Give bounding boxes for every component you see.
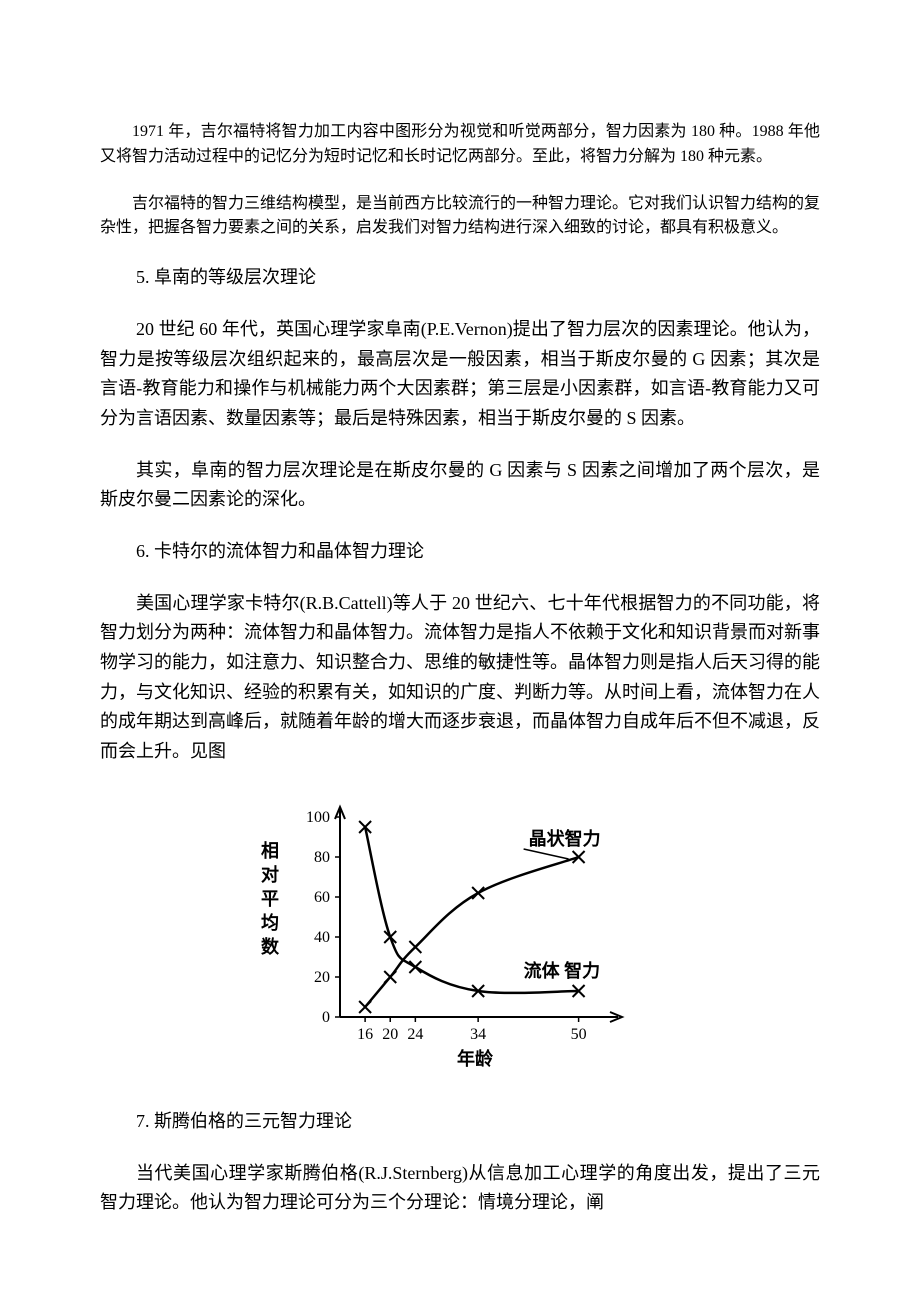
svg-text:50: 50: [571, 1026, 587, 1043]
intelligence-chart: 0 20 40 60 80 100 16 20 24 34 50 年龄 相对平均数 晶状智力流体 智力: [250, 797, 630, 1067]
paragraph-2: 吉尔福特的智力三维结构模型，是当前西方比较流行的一种智力理论。它对我们认识智力结…: [100, 192, 820, 242]
paragraph-5: 美国心理学家卡特尔(R.B.Cattell)等人于 20 世纪六、七十年代根据智…: [100, 589, 820, 767]
svg-text:16: 16: [357, 1026, 373, 1043]
svg-text:平: 平: [261, 889, 279, 909]
svg-text:数: 数: [261, 936, 280, 957]
svg-text:0: 0: [322, 1009, 330, 1026]
heading-6: 6. 卡特尔的流体智力和晶体智力理论: [100, 537, 820, 567]
svg-text:均: 均: [261, 912, 279, 933]
paragraph-1: 1971 年，吉尔福特将智力加工内容中图形分为视觉和听觉两部分，智力因素为 18…: [100, 120, 820, 170]
paragraph-3: 20 世纪 60 年代，英国心理学家阜南(P.E.Vernon)提出了智力层次的…: [100, 315, 820, 434]
svg-text:相: 相: [261, 841, 279, 861]
svg-text:24: 24: [407, 1026, 423, 1043]
svg-text:20: 20: [382, 1026, 398, 1043]
svg-text:80: 80: [314, 849, 330, 866]
document-page: 1971 年，吉尔福特将智力加工内容中图形分为视觉和听觉两部分，智力因素为 18…: [0, 0, 920, 1300]
heading-5: 5. 阜南的等级层次理论: [100, 263, 820, 293]
svg-text:年龄: 年龄: [457, 1048, 494, 1067]
svg-text:34: 34: [470, 1026, 486, 1043]
paragraph-4: 其实，阜南的智力层次理论是在斯皮尔曼的 G 因素与 S 因素之间增加了两个层次，…: [100, 456, 820, 515]
svg-text:晶状智力: 晶状智力: [529, 828, 601, 849]
svg-text:流体 智力: 流体 智力: [524, 960, 601, 981]
heading-7: 7. 斯腾伯格的三元智力理论: [100, 1107, 820, 1137]
svg-text:对: 对: [261, 864, 279, 885]
paragraph-6: 当代美国心理学家斯腾伯格(R.J.Sternberg)从信息加工心理学的角度出发…: [100, 1159, 820, 1218]
svg-text:20: 20: [314, 969, 330, 986]
svg-text:40: 40: [314, 929, 330, 946]
svg-text:60: 60: [314, 889, 330, 906]
svg-text:100: 100: [306, 809, 330, 826]
